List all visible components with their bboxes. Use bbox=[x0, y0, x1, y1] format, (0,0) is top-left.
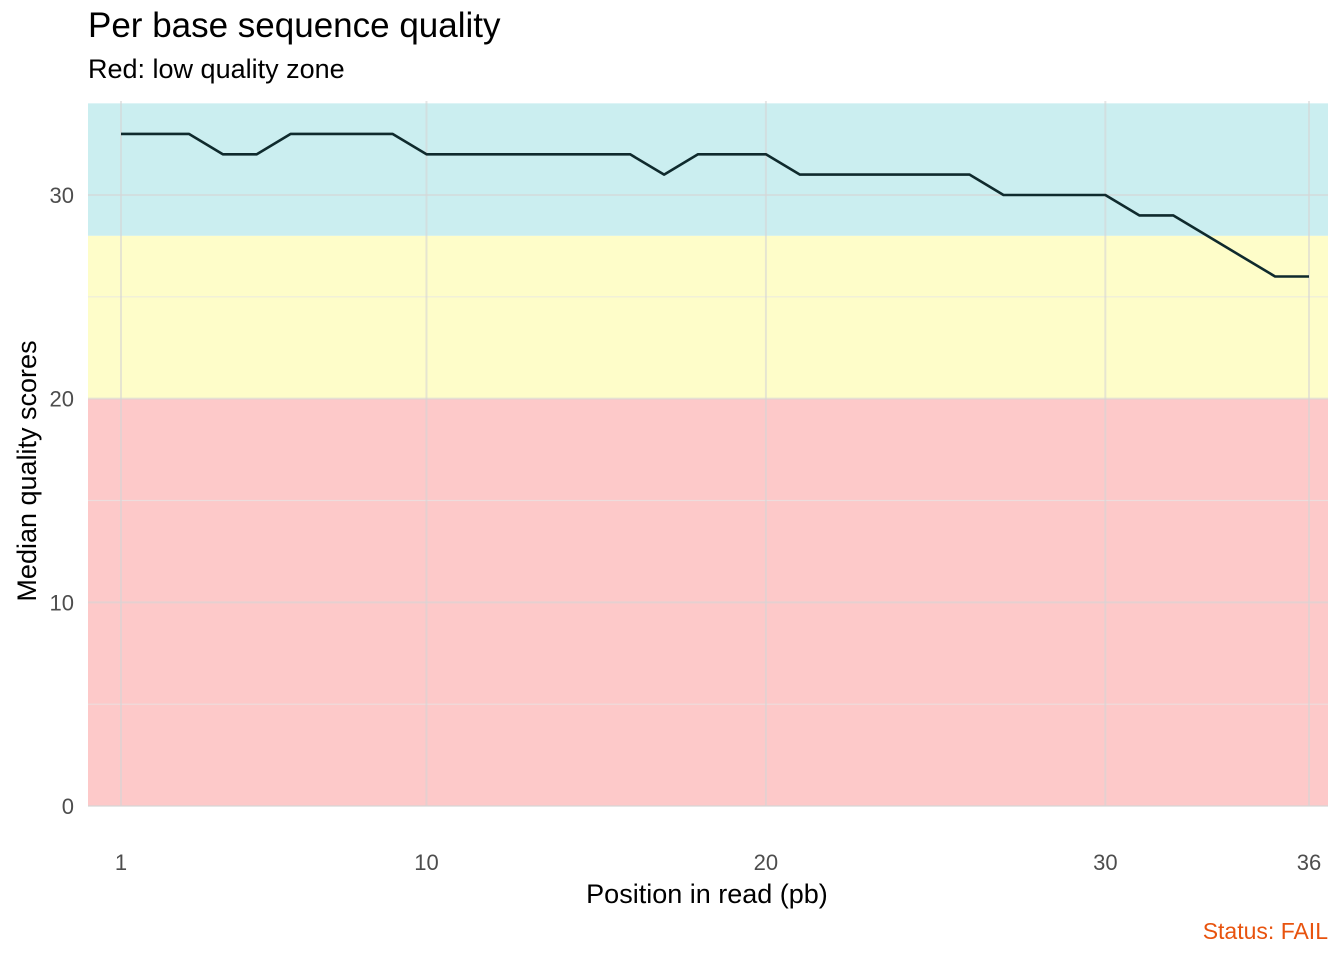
status-caption: Status: FAIL bbox=[1202, 918, 1328, 944]
x-axis-label: Position in read (pb) bbox=[586, 879, 828, 909]
series-layer bbox=[121, 132, 1309, 278]
y-axis-label: Median quality scores bbox=[12, 340, 42, 601]
tick-labels: 1 10 20 30 36 0 10 20 30 bbox=[50, 183, 1322, 875]
y-tick-label: 20 bbox=[50, 387, 74, 412]
x-tick-label: 10 bbox=[414, 850, 438, 875]
chart-subtitle: Red: low quality zone bbox=[88, 54, 345, 84]
x-tick-label: 30 bbox=[1093, 850, 1117, 875]
x-tick-label: 20 bbox=[754, 850, 778, 875]
y-tick-label: 30 bbox=[50, 183, 74, 208]
y-tick-label: 10 bbox=[50, 590, 74, 615]
x-tick-label: 36 bbox=[1297, 850, 1321, 875]
chart-title: Per base sequence quality bbox=[88, 6, 501, 45]
quality-zones bbox=[88, 103, 1328, 806]
grid-lines bbox=[88, 101, 1328, 807]
medium-quality-zone bbox=[88, 235, 1328, 399]
y-tick-label: 0 bbox=[62, 794, 74, 819]
median-quality-line bbox=[121, 132, 1309, 278]
high-quality-zone bbox=[88, 103, 1328, 236]
x-tick-label: 1 bbox=[115, 850, 127, 875]
